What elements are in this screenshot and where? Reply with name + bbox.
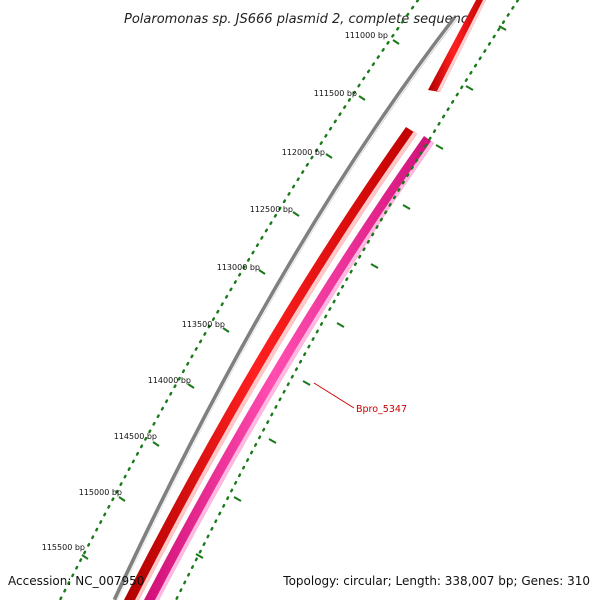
major-tick [268, 438, 277, 444]
forward-gene-long-highlight [135, 131, 417, 600]
map-title: Polaromonas sp. JS666 plasmid 2, complet… [124, 12, 476, 27]
major-tick [258, 269, 266, 275]
sequence-backbone-highlight [116, 17, 458, 600]
major-tick [292, 211, 300, 217]
major-tick [336, 322, 345, 328]
forward-gene-long [124, 127, 417, 600]
major-tick [222, 327, 230, 333]
scale-label: 114000 bp [148, 376, 191, 385]
major-tick [325, 153, 333, 159]
outer-scale-track [58, 0, 420, 600]
accession-text: Accession: NC_007950 [8, 574, 145, 588]
inner-scale-track [174, 0, 520, 600]
scale-label: 112000 bp [282, 148, 325, 157]
gene-label[interactable]: Bpro_5347 [356, 404, 407, 415]
major-tick [498, 25, 507, 31]
scale-labels: 111000 bp 111500 bp 112000 bp 112500 bp … [42, 31, 388, 552]
scale-label: 112500 bp [250, 205, 293, 214]
major-tick [370, 263, 379, 269]
sequence-summary-text: Topology: circular; Length: 338,007 bp; … [283, 574, 590, 588]
sequence-backbone [112, 16, 457, 600]
scale-label: 114500 bp [114, 432, 157, 441]
outer-major-ticks [81, 39, 400, 560]
reverse-gene-long-highlight [155, 141, 434, 600]
forward-gene-arrow-top-highlight [437, 0, 486, 92]
inner-major-ticks [195, 25, 507, 559]
scale-label: 111000 bp [345, 31, 388, 40]
major-tick [358, 95, 366, 101]
major-tick [152, 441, 160, 447]
major-tick [402, 204, 411, 210]
major-tick [302, 380, 311, 386]
scale-label: 111500 bp [314, 89, 357, 98]
reverse-gene-long [144, 136, 434, 600]
major-tick [233, 496, 242, 502]
scale-label: 115000 bp [79, 488, 122, 497]
major-tick [195, 553, 204, 559]
scale-label: 113000 bp [217, 263, 260, 272]
scale-label: 113500 bp [182, 320, 225, 329]
major-tick [187, 383, 195, 389]
major-tick [81, 554, 89, 560]
major-tick [435, 144, 444, 150]
major-tick [465, 85, 474, 91]
gene-callout-line [313, 382, 355, 409]
major-tick [118, 496, 126, 502]
scale-label: 115500 bp [42, 543, 85, 552]
major-tick [392, 39, 400, 45]
